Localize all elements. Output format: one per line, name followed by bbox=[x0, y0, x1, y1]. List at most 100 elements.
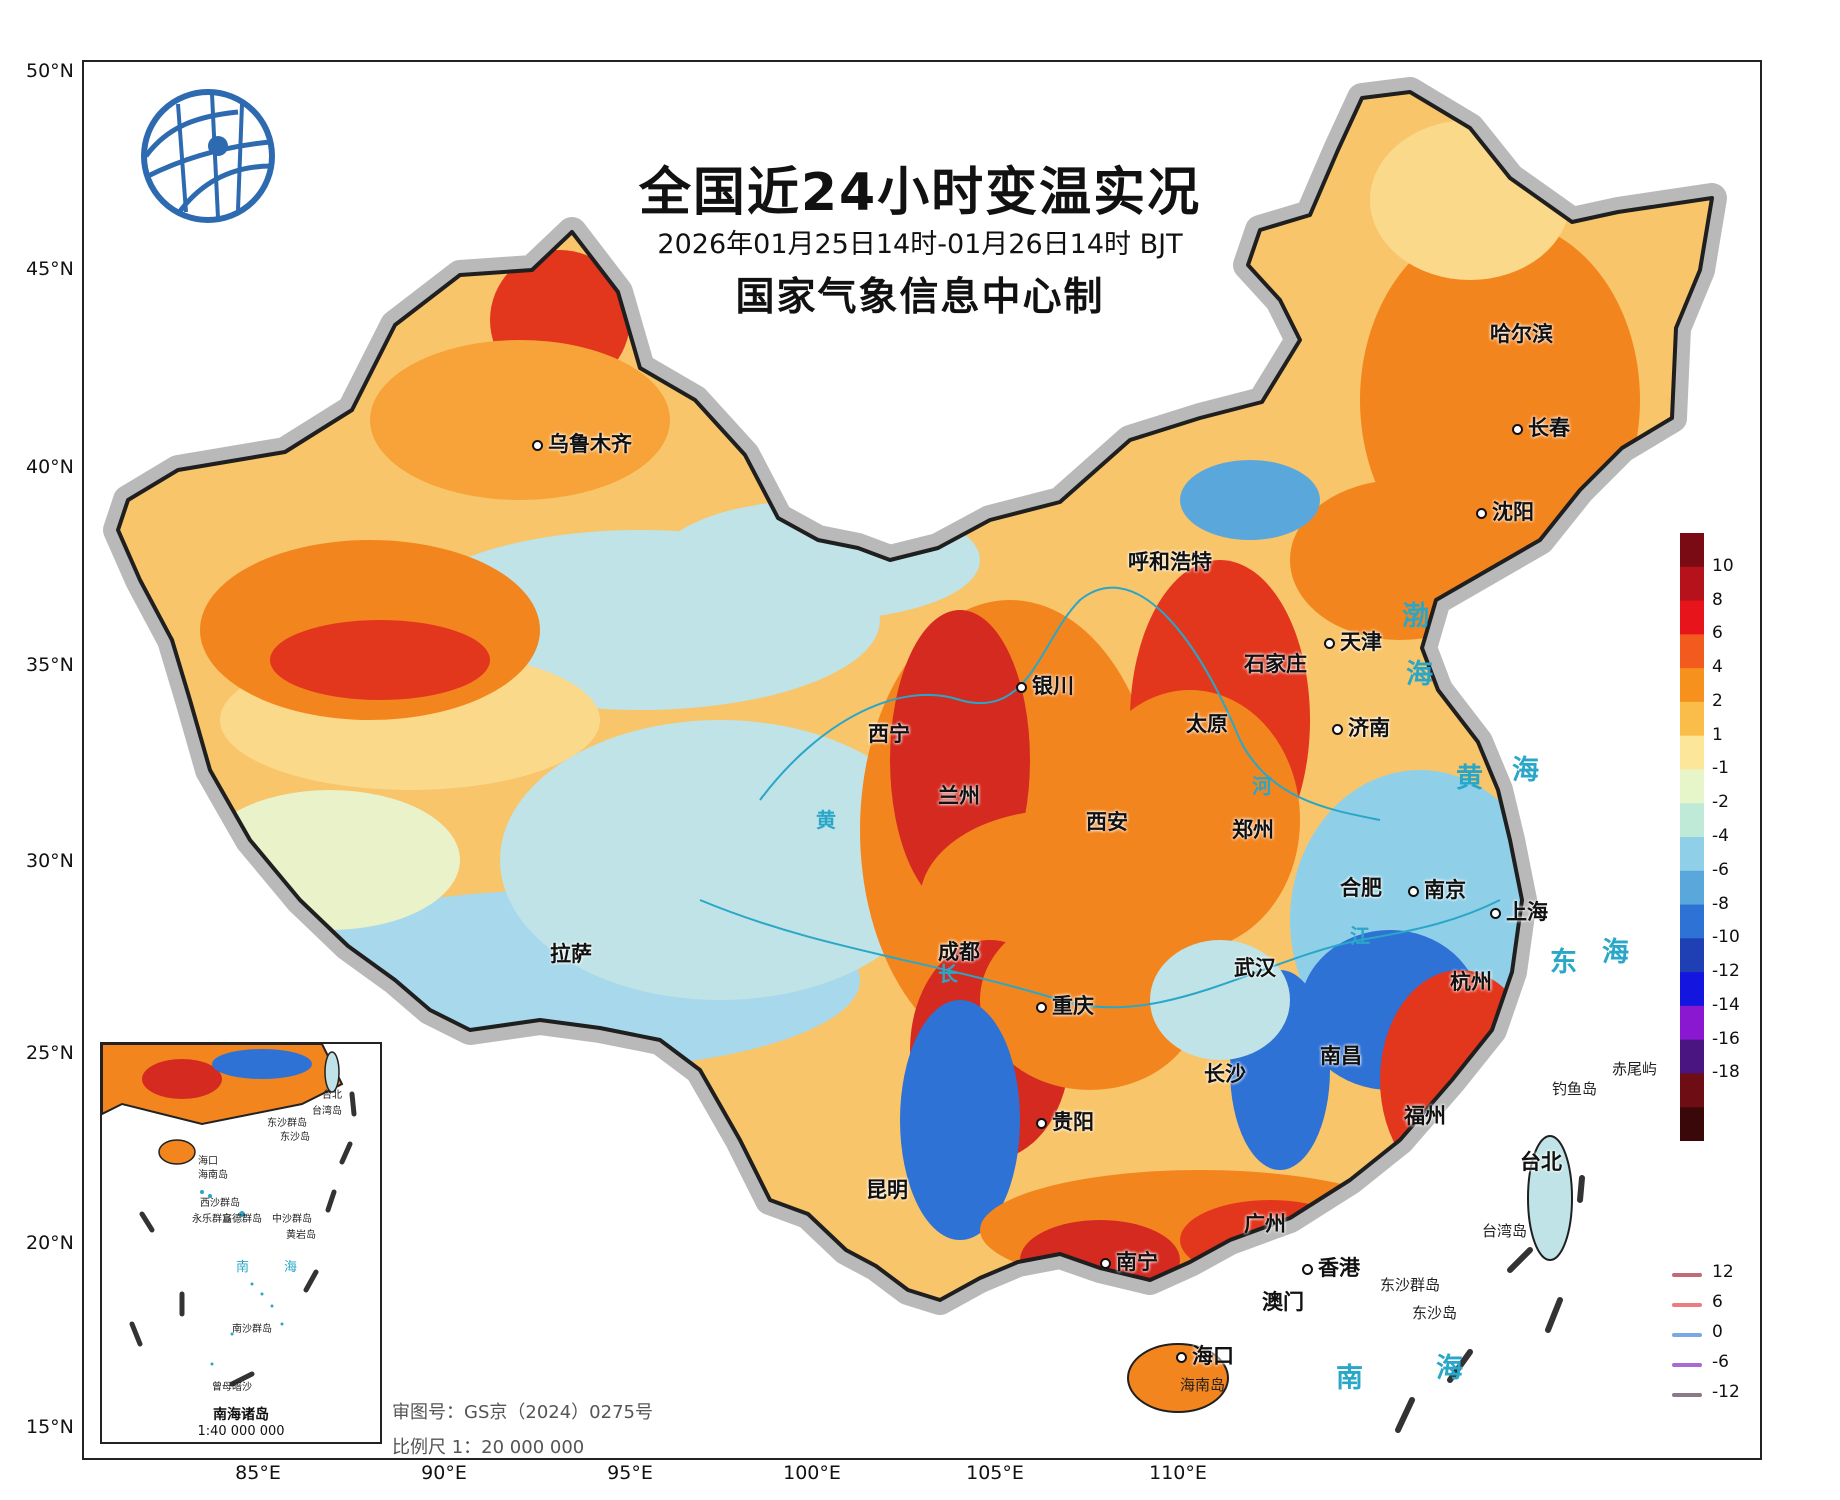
colorbar-label: -18 bbox=[1712, 1062, 1740, 1083]
colorbar-segment bbox=[1680, 1107, 1704, 1141]
colorbar-segment bbox=[1680, 634, 1704, 669]
city-dot-icon bbox=[1302, 1263, 1313, 1275]
city-dot-icon bbox=[532, 439, 543, 451]
city-label: 澳门 bbox=[1262, 1290, 1304, 1314]
city-label: 武汉 bbox=[1234, 956, 1276, 980]
city-label: 太原 bbox=[1186, 712, 1228, 736]
inset-scale: 1:40 000 000 bbox=[197, 1424, 285, 1439]
city-dot-icon bbox=[1016, 681, 1027, 693]
colorbar-segment bbox=[1680, 870, 1704, 906]
city-label: 银川 bbox=[1016, 670, 1074, 700]
city-label: 南宁 bbox=[1100, 1246, 1158, 1276]
city-label: 福州 bbox=[1404, 1104, 1446, 1128]
inset-label: 台湾岛 bbox=[312, 1106, 342, 1117]
city-dot-icon bbox=[1036, 1117, 1047, 1129]
city-label: 合肥 bbox=[1340, 876, 1382, 900]
colorbar-segment bbox=[1680, 769, 1704, 804]
sea-label: 东 bbox=[1550, 947, 1591, 978]
inset-label: 曾母暗沙 bbox=[212, 1382, 252, 1393]
city-label: 济南 bbox=[1332, 712, 1390, 742]
city-label: 天津 bbox=[1324, 626, 1382, 656]
city-label: 南昌 bbox=[1320, 1044, 1362, 1068]
colorbar-label: 6 bbox=[1712, 623, 1723, 644]
colorbar-label: -6 bbox=[1712, 859, 1729, 880]
city-label: 广州 bbox=[1244, 1212, 1286, 1236]
inset-label: 西沙群岛 bbox=[200, 1198, 240, 1209]
lat-label: 45°N bbox=[26, 258, 74, 280]
island-label: 海南岛 bbox=[1180, 1376, 1226, 1394]
city-label: 西宁 bbox=[868, 722, 910, 746]
colorbar-label: 10 bbox=[1712, 555, 1734, 576]
lat-label: 25°N bbox=[26, 1042, 74, 1064]
sea-label: 海 bbox=[1436, 1353, 1477, 1384]
colorbar-label: -8 bbox=[1712, 893, 1729, 914]
lat-label: 50°N bbox=[26, 60, 74, 82]
city-label: 沈阳 bbox=[1476, 496, 1534, 526]
lat-label: 40°N bbox=[26, 456, 74, 478]
sea-label: 海 bbox=[1602, 937, 1643, 968]
island-label: 东沙群岛 bbox=[1380, 1276, 1441, 1294]
city-dot-icon bbox=[1176, 1351, 1187, 1363]
city-dot-icon bbox=[1476, 507, 1487, 519]
colorbar-segment bbox=[1680, 904, 1704, 939]
line-legend-value: 0 bbox=[1712, 1322, 1723, 1342]
city-label: 台北 bbox=[1520, 1150, 1562, 1174]
city-label: 哈尔滨 bbox=[1490, 322, 1553, 346]
line-swatch bbox=[1672, 1303, 1702, 1307]
island-label: 台湾岛 bbox=[1482, 1222, 1528, 1240]
lat-label: 30°N bbox=[26, 850, 74, 872]
lat-label: 20°N bbox=[26, 1232, 74, 1254]
inset-label: 东沙岛 bbox=[280, 1132, 310, 1143]
city-label: 上海 bbox=[1490, 896, 1548, 926]
colorbar-segment bbox=[1680, 1005, 1704, 1041]
inset-label: 海 bbox=[284, 1260, 298, 1275]
line-swatch bbox=[1672, 1273, 1702, 1277]
lon-label: 90°E bbox=[421, 1462, 467, 1484]
sea-label: 海 bbox=[1406, 659, 1447, 690]
lon-label: 105°E bbox=[966, 1462, 1024, 1484]
colorbar-label: 8 bbox=[1712, 589, 1723, 610]
colorbar-label: 1 bbox=[1712, 724, 1723, 745]
line-legend-value: 6 bbox=[1712, 1292, 1723, 1312]
cma-logo-icon bbox=[141, 89, 275, 223]
inset-label: 宣德群岛 bbox=[222, 1214, 262, 1225]
line-swatch bbox=[1672, 1363, 1702, 1367]
city-dot-icon bbox=[1100, 1257, 1111, 1269]
china-map bbox=[82, 60, 1762, 1433]
colorbar-segment bbox=[1680, 1039, 1704, 1074]
inset-label: 海南岛 bbox=[198, 1170, 228, 1181]
colorbar-segment bbox=[1680, 803, 1704, 838]
colorbar-segment bbox=[1680, 566, 1704, 602]
inset-label: 南沙群岛 bbox=[232, 1324, 272, 1335]
line-swatch bbox=[1672, 1393, 1702, 1397]
city-label: 石家庄 bbox=[1244, 652, 1307, 676]
approval-number: 审图号：GS京（2024）0275号 bbox=[392, 1402, 653, 1423]
city-dot-icon bbox=[1512, 423, 1523, 435]
city-label: 拉萨 bbox=[550, 942, 592, 966]
river-label: 黄 bbox=[816, 808, 850, 832]
colorbar-segment bbox=[1680, 701, 1704, 737]
city-dot-icon bbox=[1408, 885, 1419, 897]
city-label: 香港 bbox=[1302, 1252, 1360, 1282]
inset-label: 东沙群岛 bbox=[267, 1118, 307, 1129]
colorbar-label: -12 bbox=[1712, 961, 1740, 982]
map-frame bbox=[82, 60, 1762, 1460]
city-label: 长沙 bbox=[1204, 1062, 1246, 1086]
colorbar-segment bbox=[1680, 735, 1704, 770]
map-scale: 比例尺 1：20 000 000 bbox=[392, 1437, 585, 1458]
lat-label: 15°N bbox=[26, 1416, 74, 1438]
colorbar-label: -16 bbox=[1712, 1028, 1740, 1049]
inset-label: 黄岩岛 bbox=[286, 1230, 316, 1241]
city-dot-icon bbox=[1324, 637, 1335, 649]
lon-label: 100°E bbox=[783, 1462, 841, 1484]
lon-label: 85°E bbox=[235, 1462, 281, 1484]
city-label: 杭州 bbox=[1450, 970, 1492, 994]
colorbar-segment bbox=[1680, 972, 1704, 1007]
sea-label: 渤 bbox=[1402, 601, 1443, 632]
island-label: 赤尾屿 bbox=[1612, 1060, 1658, 1078]
river-label: 长 bbox=[938, 962, 972, 986]
inset-map bbox=[102, 1044, 357, 1387]
inset-label: 海口 bbox=[198, 1156, 218, 1167]
city-dot-icon bbox=[1036, 1001, 1047, 1013]
map-producer: 国家气象信息中心制 bbox=[735, 275, 1105, 320]
